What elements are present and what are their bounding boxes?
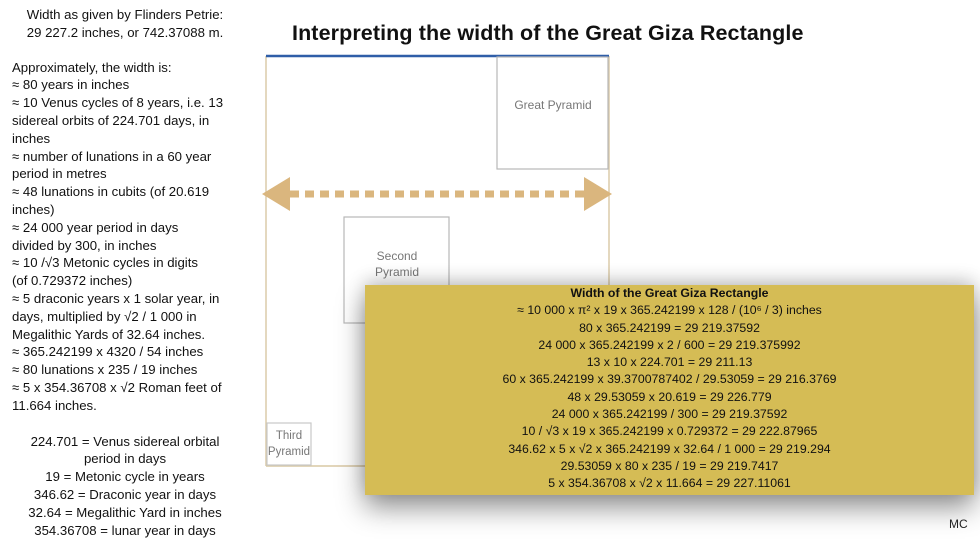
formula-line: 5 x 354.36708 x √2 x 11.664 = 29 227.110… — [548, 476, 791, 491]
formula-list: ≈ 10 000 x π² x 19 x 365.242199 x 128 / … — [365, 302, 974, 492]
definitions-list: 224.701 = Venus sidereal orbital period … — [0, 433, 250, 540]
formula-line: 60 x 365.242199 x 39.3700787402 / 29.530… — [502, 372, 837, 387]
width-arrow-right-head — [584, 177, 612, 211]
formula-line: 29.53059 x 80 x 235 / 19 = 29 219.7417 — [560, 458, 779, 473]
formula-line: ≈ 10 000 x π² x 19 x 365.242199 x 128 / … — [517, 303, 822, 318]
definition-line: 19 = Metonic cycle in years — [45, 469, 205, 485]
approx-line: (of 0.729372 inches) — [12, 273, 133, 289]
third-pyramid-label-line: Pyramid — [267, 446, 311, 458]
width-formulas-panel: Width of the Great Giza Rectangle ≈ 10 0… — [365, 285, 974, 495]
approx-line: 11.664 inches. — [12, 397, 97, 413]
approx-line: ≈ 80 years in inches — [12, 77, 130, 93]
definition-line: 224.701 = Venus sidereal orbital — [30, 433, 220, 449]
formula-line: 48 x 29.53059 x 20.619 = 29 226.779 — [567, 389, 772, 404]
approx-line: Megalithic Yards of 32.64 inches. — [12, 326, 206, 342]
definition-line: 354.36708 = lunar year in days — [34, 522, 216, 538]
approx-line: ≈ 10 /√3 Metonic cycles in digits — [12, 255, 198, 271]
author-signature: MC — [949, 517, 968, 531]
definition-line: 32.64 = Megalithic Yard in inches — [28, 504, 222, 520]
approx-line: divided by 300, in inches — [12, 237, 157, 253]
great-pyramid-label-text: Great Pyramid — [514, 98, 592, 112]
petrie-width-note: Width as given by Flinders Petrie: 29 22… — [0, 6, 250, 42]
formula-line: 24 000 x 365.242199 / 300 = 29 219.37592 — [551, 407, 788, 422]
second-pyramid-label: Second Pyramid — [344, 248, 450, 280]
left-notes: Width as given by Flinders Petrie: 29 22… — [0, 6, 250, 539]
formula-line: 346.62 x 5 x √2 x 365.242199 x 32.64 / 1… — [508, 441, 831, 456]
approx-line: sidereal orbits of 224.701 days, in — [12, 112, 210, 128]
note-line: Width as given by Flinders Petrie: — [26, 7, 224, 22]
approx-line: ≈ 10 Venus cycles of 8 years, i.e. 13 — [12, 95, 224, 111]
approx-line: ≈ 24 000 year period in days — [12, 219, 179, 235]
approx-line: ≈ 5 x 354.36708 x √2 Roman feet of — [12, 379, 222, 395]
formula-line: 13 x 10 x 224.701 = 29 211.13 — [586, 355, 753, 370]
panel-title: Width of the Great Giza Rectangle — [570, 286, 769, 300]
great-pyramid-label: Great Pyramid — [497, 97, 609, 113]
definition-line: 346.62 = Draconic year in days — [33, 486, 217, 502]
definition-line: period in days — [83, 451, 167, 467]
approx-line: ≈ number of lunations in a 60 year — [12, 148, 212, 164]
approx-line: Approximately, the width is: — [12, 59, 172, 75]
formula-line: 24 000 x 365.242199 x 2 / 600 = 29 219.3… — [538, 337, 801, 352]
third-pyramid-label: Third Pyramid — [262, 428, 316, 460]
approx-line: inches) — [12, 201, 55, 217]
approx-line: ≈ 48 lunations in cubits (of 20.619 — [12, 184, 210, 200]
approx-line: days, multiplied by √2 / 1 000 in — [12, 308, 197, 324]
formula-line: 10 / √3 x 19 x 365.242199 x 0.729372 = 2… — [521, 424, 818, 439]
note-line: 29 227.2 inches, or 742.37088 m. — [26, 24, 224, 40]
approx-line: period in metres — [12, 166, 107, 182]
third-pyramid-label-line: Third — [275, 430, 303, 442]
formula-line: 80 x 365.242199 = 29 219.37592 — [579, 320, 760, 335]
great-pyramid-outline — [496, 56, 609, 170]
second-pyramid-label-line: Pyramid — [374, 265, 419, 279]
approx-line: inches — [12, 130, 51, 146]
approx-line: ≈ 5 draconic years x 1 solar year, in — [12, 290, 220, 306]
approximations-list: Approximately, the width is: ≈ 80 years … — [0, 59, 250, 415]
third-pyramid-outline — [266, 422, 312, 466]
second-pyramid-label-line: Second — [376, 249, 418, 263]
approx-line: ≈ 365.242199 x 4320 / 54 inches — [12, 344, 204, 360]
approx-line: ≈ 80 lunations x 235 / 19 inches — [12, 362, 198, 378]
width-arrow-left-head — [262, 177, 290, 211]
page-title: Interpreting the width of the Great Giza… — [292, 21, 804, 45]
